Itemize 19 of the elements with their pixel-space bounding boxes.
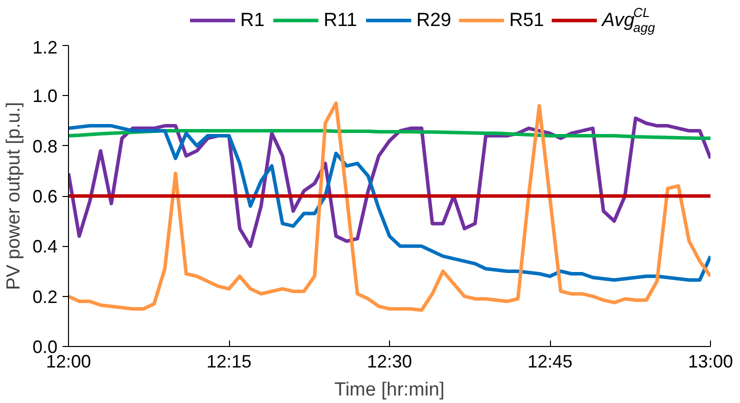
x-axis-title: Time [hr:min] xyxy=(334,380,445,400)
y-tick-label: 0.8 xyxy=(32,136,58,156)
y-tick-label: 0.2 xyxy=(32,286,58,307)
y-tick-label: 1.2 xyxy=(32,38,58,58)
line-series xyxy=(68,129,710,140)
x-tick-label: 12:30 xyxy=(366,352,412,372)
legend-label: R29 xyxy=(416,10,452,31)
legend-label: R51 xyxy=(509,10,544,31)
x-tick-label: 13:00 xyxy=(688,352,734,372)
x-tick-label: 12:15 xyxy=(206,352,252,372)
x-tick-label: 12:45 xyxy=(527,352,573,372)
legend-label: R11 xyxy=(324,10,358,31)
y-tick-label: 0.4 xyxy=(32,236,58,257)
y-tick-label: 1.0 xyxy=(32,86,58,106)
legend-label: R1 xyxy=(240,10,265,31)
y-tick-label: 0.6 xyxy=(32,186,58,206)
line-series xyxy=(68,124,710,282)
y-axis-title: PV power output [p.u.] xyxy=(3,102,24,290)
line-series xyxy=(68,101,710,312)
